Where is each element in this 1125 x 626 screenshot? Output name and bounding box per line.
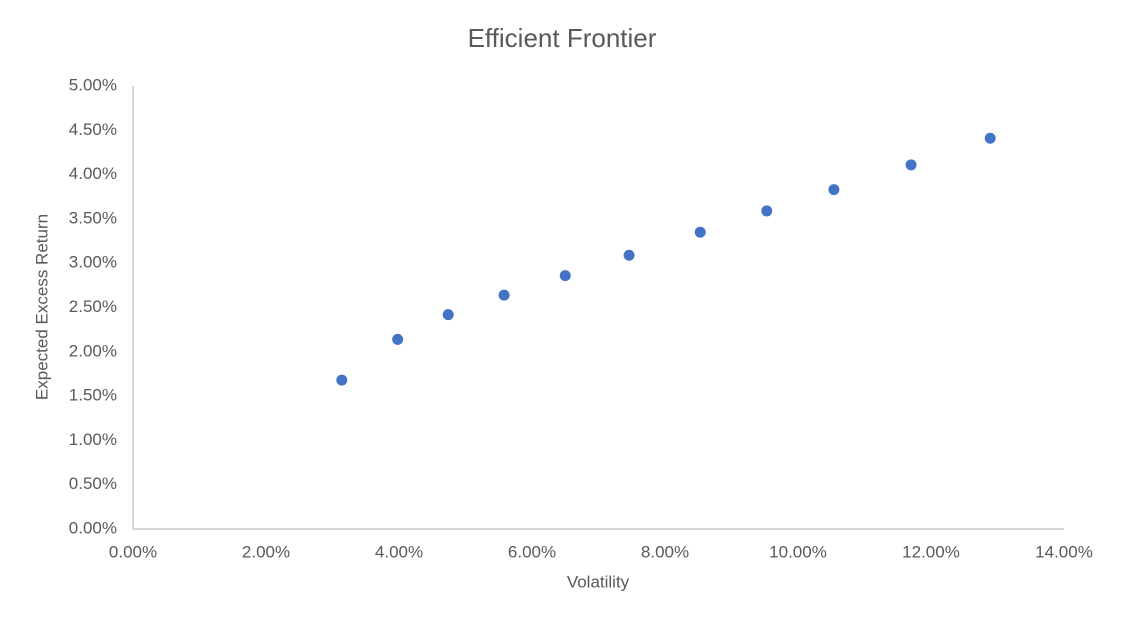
scatter-point xyxy=(694,226,706,238)
x-tick-label: 0.00% xyxy=(109,542,157,561)
scatter-point xyxy=(828,184,840,196)
x-tick-label: 12.00% xyxy=(902,542,960,561)
scatter-point xyxy=(392,333,404,345)
y-tick-label: 2.50% xyxy=(69,297,117,316)
x-axis-label: Volatility xyxy=(567,572,630,591)
scatter-point xyxy=(623,249,635,261)
scatter-point xyxy=(984,132,996,144)
scatter-point xyxy=(498,289,510,301)
y-tick-label: 3.00% xyxy=(69,253,117,272)
y-tick-label: 4.50% xyxy=(69,120,117,139)
y-tick-label: 0.00% xyxy=(69,518,117,537)
x-tick-label: 8.00% xyxy=(641,542,689,561)
x-tick-label: 14.00% xyxy=(1035,542,1093,561)
chart-title: Efficient Frontier xyxy=(468,23,657,53)
y-tick-label: 2.00% xyxy=(69,341,117,360)
scatter-point xyxy=(905,159,917,171)
y-tick-label: 3.50% xyxy=(69,208,117,227)
y-tick-label: 4.00% xyxy=(69,164,117,183)
y-tick-label: 0.50% xyxy=(69,474,117,493)
scatter-point xyxy=(336,374,348,386)
scatter-point xyxy=(761,205,773,217)
y-tick-label: 1.50% xyxy=(69,386,117,405)
y-tick-label: 1.00% xyxy=(69,430,117,449)
x-tick-label: 2.00% xyxy=(242,542,290,561)
y-axis-label: Expected Excess Return xyxy=(32,214,51,400)
scatter-point xyxy=(559,270,571,282)
y-tick-label: 5.00% xyxy=(69,75,117,94)
scatter-point xyxy=(442,309,454,321)
x-tick-label: 10.00% xyxy=(769,542,827,561)
x-tick-label: 4.00% xyxy=(375,542,423,561)
x-tick-label: 6.00% xyxy=(508,542,556,561)
